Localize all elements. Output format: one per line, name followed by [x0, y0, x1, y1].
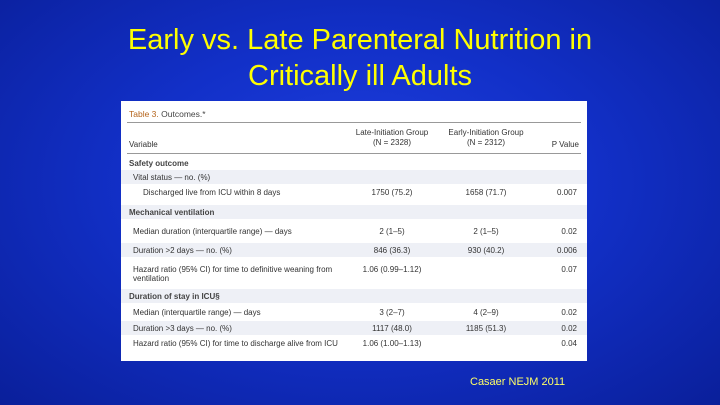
slide-title: Early vs. Late Parenteral Nutrition in C… [0, 22, 720, 94]
table-row: Hazard ratio (95% CI) for time to discha… [121, 336, 587, 358]
table-row: Duration >2 days — no. (%) 846 (36.3) 93… [121, 243, 587, 257]
p-value: 0.007 [556, 188, 577, 197]
slide-title-line-2: Critically ill Adults [248, 60, 472, 92]
p-value: 0.07 [561, 265, 577, 274]
row-label: Discharged live from ICU within 8 days [143, 188, 281, 197]
late-value: 3 (2–7) [379, 308, 405, 317]
late-value: 846 (36.3) [373, 246, 411, 255]
header-late-n: (N = 2328) [372, 138, 412, 147]
citation: Casaer NEJM 2011 [470, 376, 566, 388]
row-label: Hazard ratio (95% CI) for time to defini… [133, 265, 333, 283]
table-row: Median (interquartile range) — days 3 (2… [121, 305, 587, 319]
early-value: 1658 (71.7) [465, 188, 507, 197]
table-caption: Table 3. Outcomes.* [129, 109, 206, 119]
table-row: Duration >3 days — no. (%) 1117 (48.0) 1… [121, 321, 587, 335]
header-late-group: Late-Initiation Group (N = 2328) [347, 128, 437, 148]
table-row: Hazard ratio (95% CI) for time to defini… [121, 262, 587, 284]
p-value: 0.04 [561, 339, 577, 348]
table-row: Safety outcome [121, 156, 587, 170]
header-late-name: Late-Initiation Group [355, 128, 429, 137]
early-value: 2 (1–5) [473, 227, 499, 236]
header-early-name: Early-Initiation Group [448, 128, 524, 137]
row-label: Median duration (interquartile range) — … [133, 227, 292, 236]
early-value: 4 (2–9) [473, 308, 499, 317]
row-label: Vital status — no. (%) [133, 173, 211, 182]
late-value: 2 (1–5) [379, 227, 405, 236]
early-value: 1185 (51.3) [465, 324, 507, 333]
row-label: Hazard ratio (95% CI) for time to discha… [133, 339, 338, 348]
p-value: 0.02 [561, 308, 577, 317]
header-early-n: (N = 2312) [466, 138, 506, 147]
header-p-value: P Value [551, 140, 579, 149]
table-row: Vital status — no. (%) [121, 170, 587, 184]
row-label: Mechanical ventilation [129, 208, 215, 217]
table-top-rule [127, 122, 581, 123]
row-label: Duration of stay in ICU§ [129, 292, 220, 301]
header-variable: Variable [129, 140, 158, 149]
late-value: 1117 (48.0) [372, 324, 412, 333]
table-caption-title: Outcomes.* [161, 109, 206, 119]
table-caption-number: Table 3. [129, 109, 159, 119]
table-row: Duration of stay in ICU§ [121, 289, 587, 303]
late-value: 1750 (75.2) [371, 188, 413, 197]
table-row: Median duration (interquartile range) — … [121, 224, 587, 238]
slide-title-line-1: Early vs. Late Parenteral Nutrition in [127, 24, 593, 56]
row-label: Median (interquartile range) — days [133, 308, 261, 317]
p-value: 0.006 [556, 246, 577, 255]
late-value: 1.06 (0.99–1.12) [362, 265, 422, 274]
row-label: Duration >2 days — no. (%) [133, 246, 232, 255]
header-early-group: Early-Initiation Group (N = 2312) [441, 128, 531, 148]
table-row: Mechanical ventilation [121, 205, 587, 219]
table-header-rule [127, 153, 581, 154]
p-value: 0.02 [561, 227, 577, 236]
table-row: Discharged live from ICU within 8 days 1… [121, 185, 587, 199]
p-value: 0.02 [561, 324, 577, 333]
row-label: Safety outcome [129, 159, 189, 168]
late-value: 1.06 (1.00–1.13) [362, 339, 422, 348]
outcomes-table-image: Table 3. Outcomes.* Variable Late-Initia… [121, 101, 587, 361]
row-label: Duration >3 days — no. (%) [133, 324, 232, 333]
early-value: 930 (40.2) [467, 246, 505, 255]
